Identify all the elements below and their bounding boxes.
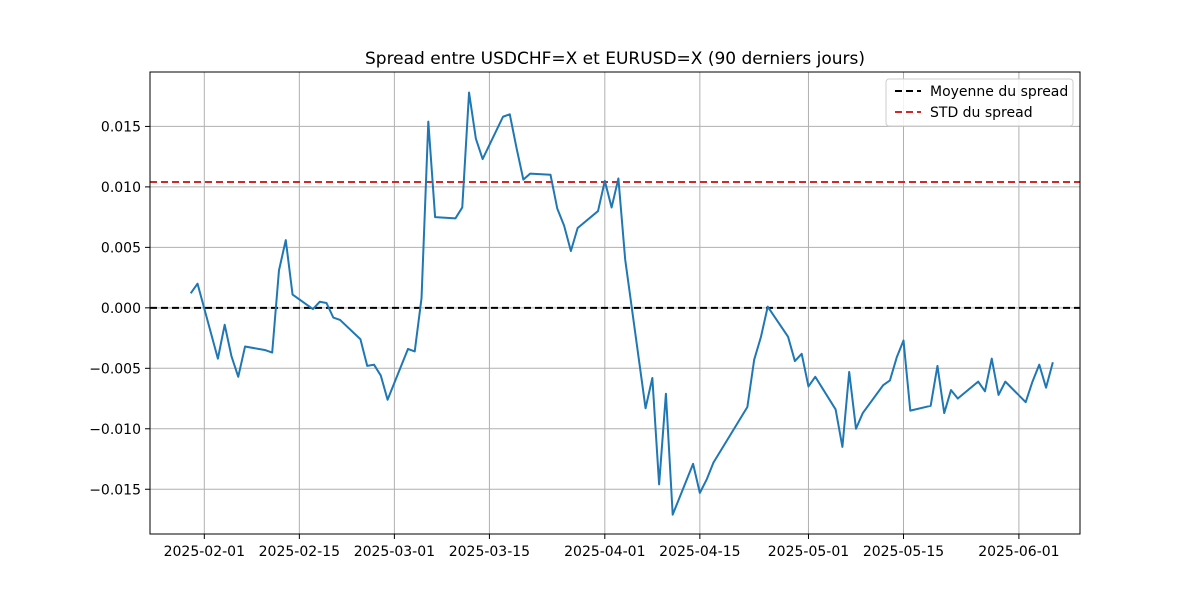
x-tick-label: 2025-03-01: [354, 544, 435, 560]
y-tick-label: 0.000: [101, 301, 141, 317]
legend: Moyenne du spread STD du spread: [885, 78, 1074, 127]
chart-title: Spread entre USDCHF=X et EURUSD=X (90 de…: [365, 49, 865, 69]
x-tick-label: 2025-02-01: [164, 544, 245, 560]
plot-frame: [149, 71, 1081, 535]
spread-series-line: [189, 91, 1054, 516]
y-axis: 0.015 0.010 0.005 0.000 −0.005 −0.010 −0.015: [89, 119, 150, 498]
y-tick-label: −0.015: [89, 482, 141, 498]
reference-lines: [150, 181, 1080, 309]
legend-label: Moyenne du spread: [930, 84, 1068, 100]
y-tick-label: 0.015: [101, 119, 141, 135]
y-tick-label: −0.010: [89, 422, 141, 438]
x-axis: 2025-02-01 2025-02-15 2025-03-01 2025-03-15…: [164, 534, 1060, 560]
x-tick-label: 2025-02-15: [259, 544, 340, 560]
legend-box: [885, 78, 1074, 127]
legend-label: STD du spread: [930, 105, 1033, 121]
y-tick-label: 0.010: [101, 180, 141, 196]
x-tick-label: 2025-05-15: [863, 544, 944, 560]
series-group: [189, 91, 1054, 516]
y-tick-label: 0.005: [101, 240, 141, 256]
x-tick-label: 2025-06-01: [978, 544, 1059, 560]
x-tick-label: 2025-04-15: [659, 544, 740, 560]
x-tick-label: 2025-05-01: [768, 544, 849, 560]
y-tick-label: −0.005: [89, 361, 141, 377]
x-tick-label: 2025-03-15: [449, 544, 530, 560]
x-tick-label: 2025-04-01: [564, 544, 645, 560]
